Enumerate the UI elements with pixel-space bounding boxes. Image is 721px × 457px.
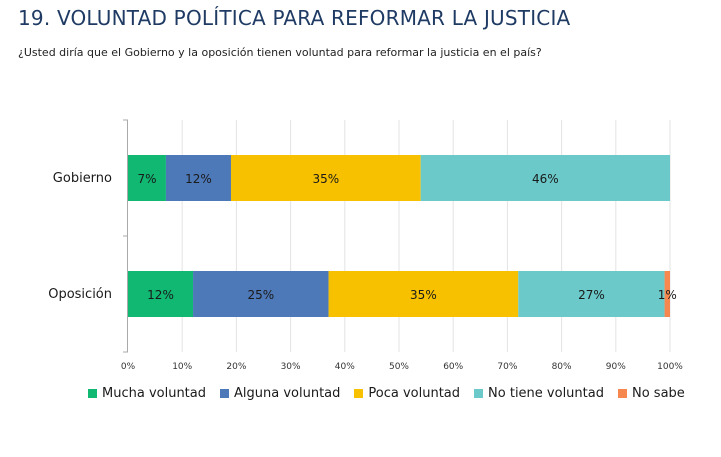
legend-item: Poca voluntad bbox=[354, 386, 460, 401]
legend-label: No tiene voluntad bbox=[488, 386, 604, 401]
x-tick-label: 100% bbox=[657, 362, 683, 372]
legend-item: No sabe bbox=[617, 386, 685, 401]
bar-segment bbox=[128, 271, 194, 317]
data-label: 7% bbox=[137, 172, 156, 186]
legend-item: Mucha voluntad bbox=[88, 386, 206, 401]
page-title: 19. VOLUNTAD POLÍTICA PARA REFORMAR LA J… bbox=[18, 6, 571, 30]
x-tick-label: 80% bbox=[552, 362, 572, 372]
legend-item: Alguna voluntad bbox=[220, 386, 340, 401]
bar-segment bbox=[193, 271, 329, 317]
x-tick-label: 50% bbox=[389, 362, 409, 372]
data-label: 12% bbox=[147, 288, 174, 302]
bar-segment bbox=[230, 155, 421, 201]
x-tick-label: 60% bbox=[443, 362, 463, 372]
x-tick-label: 0% bbox=[121, 362, 136, 372]
legend-label: Alguna voluntad bbox=[234, 386, 341, 401]
legend-item: No tiene voluntad bbox=[474, 386, 604, 401]
legend-swatch bbox=[474, 389, 484, 398]
bar-segment bbox=[128, 155, 166, 201]
legend-swatch bbox=[354, 389, 364, 398]
x-tick-label: 40% bbox=[335, 362, 355, 372]
legend-swatch bbox=[88, 389, 97, 398]
legend-swatch bbox=[617, 389, 627, 398]
bar-segment bbox=[328, 271, 519, 317]
x-tick-label: 20% bbox=[226, 362, 246, 372]
legend-swatch bbox=[220, 389, 229, 398]
data-label: 27% bbox=[578, 288, 605, 302]
data-label: 46% bbox=[532, 172, 559, 186]
data-label: 12% bbox=[185, 172, 212, 186]
chart-legend: Mucha voluntad Alguna voluntad Poca volunt… bbox=[88, 386, 685, 401]
category-label: Oposición bbox=[48, 287, 112, 302]
category-label: Gobierno bbox=[53, 171, 112, 186]
legend-label: No sabe bbox=[631, 386, 685, 401]
x-tick-label: 90% bbox=[606, 362, 626, 372]
bar-segment bbox=[420, 155, 670, 201]
data-label: 1% bbox=[658, 288, 677, 302]
legend-label: Poca voluntad bbox=[368, 386, 461, 401]
x-tick-label: 30% bbox=[281, 362, 301, 372]
chart-subtitle: ¿Usted diría que el Gobierno y la oposic… bbox=[18, 46, 542, 59]
bar-segment bbox=[165, 155, 231, 201]
data-label: 35% bbox=[410, 288, 437, 302]
bar-segment bbox=[518, 271, 665, 317]
data-label: 35% bbox=[312, 172, 339, 186]
bar-segment bbox=[664, 271, 670, 317]
legend-label: Mucha voluntad bbox=[102, 386, 206, 401]
x-tick-label: 10% bbox=[172, 362, 192, 372]
data-label: 25% bbox=[247, 288, 274, 302]
x-tick-label: 70% bbox=[497, 362, 517, 372]
